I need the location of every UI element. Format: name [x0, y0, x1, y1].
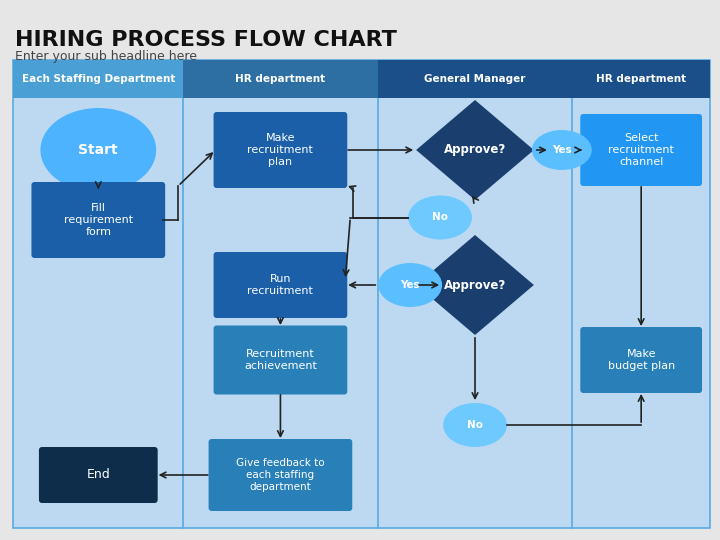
- Bar: [183, 60, 378, 98]
- Text: Recruitment
achievement: Recruitment achievement: [244, 349, 317, 371]
- Text: Approve?: Approve?: [444, 279, 506, 292]
- Text: Enter your sub headline here: Enter your sub headline here: [16, 50, 197, 63]
- Text: Approve?: Approve?: [444, 144, 506, 157]
- FancyBboxPatch shape: [209, 439, 352, 511]
- Bar: [378, 60, 572, 98]
- Text: HR department: HR department: [235, 74, 325, 84]
- Polygon shape: [416, 100, 534, 200]
- Polygon shape: [416, 235, 534, 335]
- Text: Make
recruitment
plan: Make recruitment plan: [248, 133, 313, 167]
- FancyBboxPatch shape: [580, 327, 702, 393]
- Bar: [14, 60, 710, 528]
- FancyBboxPatch shape: [214, 326, 347, 395]
- Text: General Manager: General Manager: [424, 74, 526, 84]
- Text: Select
recruitment
channel: Select recruitment channel: [608, 133, 674, 167]
- Bar: [14, 60, 183, 98]
- FancyBboxPatch shape: [214, 112, 347, 188]
- Bar: [572, 60, 710, 98]
- Text: Each Staffing Department: Each Staffing Department: [22, 74, 175, 84]
- FancyBboxPatch shape: [214, 252, 347, 318]
- Text: No: No: [467, 420, 483, 430]
- Text: No: No: [432, 213, 448, 222]
- FancyBboxPatch shape: [39, 447, 158, 503]
- Text: HIRING PROCESS FLOW CHART: HIRING PROCESS FLOW CHART: [16, 30, 397, 50]
- Text: Make
budget plan: Make budget plan: [608, 349, 675, 371]
- Ellipse shape: [532, 130, 592, 170]
- Text: Run
recruitment: Run recruitment: [248, 274, 313, 296]
- Text: Start: Start: [78, 143, 118, 157]
- FancyBboxPatch shape: [580, 114, 702, 186]
- FancyBboxPatch shape: [32, 182, 165, 258]
- Text: Give feedback to
each staffing
department: Give feedback to each staffing departmen…: [236, 458, 325, 491]
- Ellipse shape: [40, 108, 156, 192]
- Ellipse shape: [378, 263, 442, 307]
- Text: End: End: [86, 469, 110, 482]
- Ellipse shape: [443, 403, 507, 447]
- Text: Fill
requirement
form: Fill requirement form: [64, 204, 133, 237]
- Text: Yes: Yes: [400, 280, 420, 290]
- Text: Yes: Yes: [552, 145, 572, 155]
- Ellipse shape: [408, 195, 472, 240]
- Text: HR department: HR department: [596, 74, 686, 84]
